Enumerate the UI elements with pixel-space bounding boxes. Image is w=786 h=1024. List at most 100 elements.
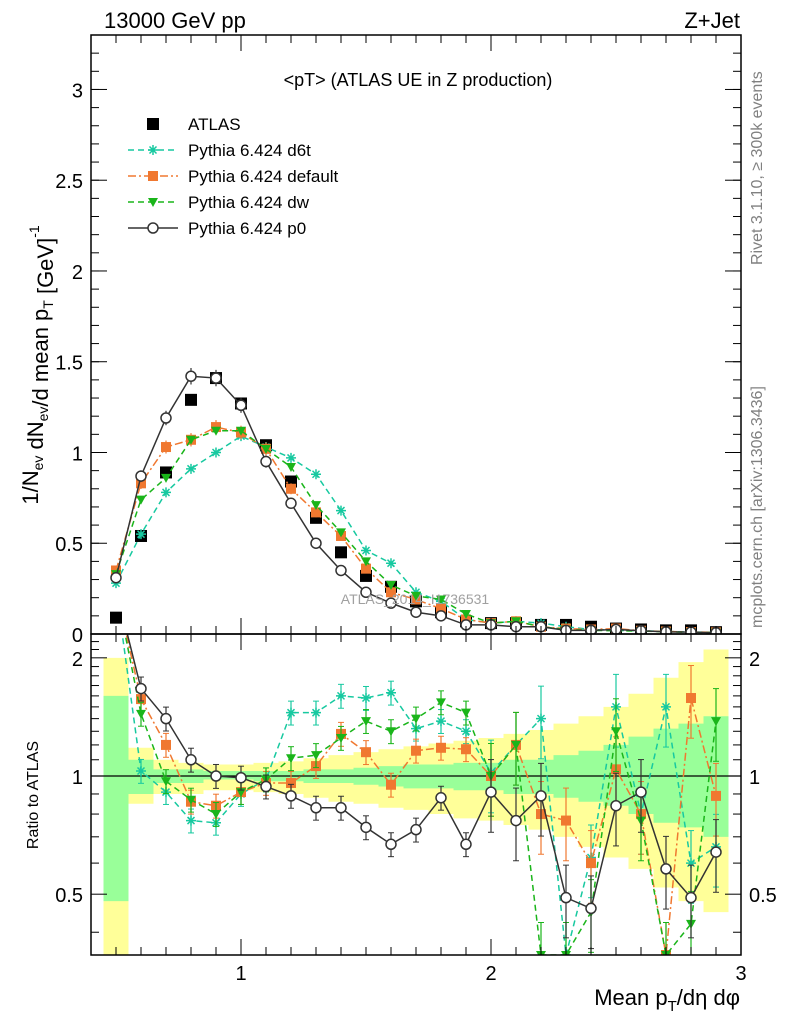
ratio-x-tick-label: 2 — [485, 963, 496, 985]
ratio-point-pythia-6-424-p0 — [610, 799, 622, 812]
legend-marker-pythia-6-424-p0 — [147, 222, 159, 234]
ratio-point-pythia-6-424-dw — [161, 777, 171, 787]
ratio-point-pythia-6-424-p0 — [435, 792, 447, 804]
main-y-tick-label: 1.5 — [55, 353, 83, 375]
ratio-point-pythia-6-424-d6t — [186, 815, 196, 826]
data-point-pythia-6-424-d6t — [361, 545, 371, 556]
data-point-pythia-6-424-dw — [336, 528, 346, 538]
ratio-x-axis-label-part: Mean p — [594, 985, 667, 1010]
main-axes: 0 0.5 1 1.5 2 2.5 3 — [55, 34, 742, 647]
ratio-point-pythia-6-424-p0 — [585, 902, 597, 915]
ratio-point-pythia-6-424-p0 — [360, 821, 372, 834]
ratio-series-layer — [121, 634, 722, 955]
data-point-pythia-6-424-p0 — [410, 606, 422, 618]
data-point-pythia-6-424-default — [136, 478, 146, 489]
data-point-pythia-6-424-d6t — [286, 452, 296, 463]
data-point-pythia-6-424-dw — [436, 595, 446, 605]
ratio-panel: 0.5 0.5 1 1 2 2 1 2 3 Ratio to ATLAS Mean pT/dη … — [25, 633, 777, 1015]
data-point-pythia-6-424-p0 — [435, 610, 447, 622]
main-y-tick-label: 3 — [72, 80, 83, 102]
ratio-point-pythia-6-424-p0 — [510, 814, 522, 827]
ratio-point-pythia-6-424-d6t — [686, 858, 696, 869]
main-y-axis-label: 1/Nev dNev/d mean pT [GeV]-1 — [18, 225, 58, 505]
header-right-label: Z+Jet — [684, 8, 740, 33]
ratio-point-pythia-6-424-default — [161, 739, 171, 750]
ratio-syst-band — [103, 649, 729, 955]
ratio-point-pythia-6-424-p0 — [160, 712, 172, 725]
data-point-pythia-6-424-p0 — [235, 399, 247, 412]
data-point-pythia-6-424-dw — [311, 501, 321, 511]
data-point-pythia-6-424-d6t — [186, 463, 196, 474]
data-point-pythia-6-424-d6t — [386, 558, 396, 569]
ratio-point-pythia-6-424-d6t — [536, 713, 546, 724]
ratio-y-tick-label-right: 1 — [749, 767, 760, 789]
main-y-tick-label: 2 — [72, 262, 83, 284]
rivet-version-label: Rivet 3.1.10, ≥ 300k events — [749, 71, 766, 265]
legend-label-pythia-6-424-default: Pythia 6.424 default — [188, 167, 339, 186]
ratio-point-pythia-6-424-p0 — [410, 823, 422, 836]
data-point-pythia-6-424-default — [386, 587, 396, 598]
legend-label-pythia-6-424-dw: Pythia 6.424 dw — [188, 193, 310, 212]
ratio-point-pythia-6-424-default — [386, 779, 396, 790]
ratio-frame — [90, 633, 742, 956]
data-point-pythia-6-424-p0 — [160, 412, 172, 424]
data-point-pythia-6-424-default — [311, 507, 321, 518]
ratio-x-axis-label-part: /dη dφ — [677, 985, 740, 1010]
data-point-pythia-6-424-p0 — [285, 497, 297, 510]
ratio-point-pythia-6-424-dw — [511, 740, 521, 750]
ratio-point-pythia-6-424-d6t — [336, 690, 346, 701]
data-point-atlas — [335, 546, 347, 559]
ratio-point-pythia-6-424-p0 — [185, 754, 197, 766]
ratio-axes: 0.5 0.5 1 1 2 2 1 2 3 — [55, 634, 777, 985]
data-point-pythia-6-424-d6t — [136, 529, 146, 540]
ratio-point-pythia-6-424-p0 — [235, 771, 247, 784]
data-point-pythia-6-424-dw — [361, 557, 371, 567]
data-point-pythia-6-424-dw — [386, 580, 396, 590]
main-y-axis-title: 1/Nev dNev/d mean pT [GeV]-1 — [18, 225, 58, 505]
legend-marker-pythia-6-424-d6t — [148, 145, 158, 155]
data-point-pythia-6-424-dw — [411, 591, 421, 601]
ratio-point-pythia-6-424-p0 — [310, 802, 322, 814]
main-y-tick-label: 0 — [72, 625, 83, 647]
data-point-pythia-6-424-dw — [186, 435, 196, 445]
data-point-pythia-6-424-p0 — [335, 564, 347, 577]
main-y-tick-label: 1 — [72, 443, 83, 465]
ratio-stat-band — [103, 695, 729, 902]
main-y-axis-label-part: -1 — [26, 225, 42, 238]
ratio-point-pythia-6-424-dw — [411, 714, 421, 724]
ratio-point-pythia-6-424-default — [436, 742, 446, 753]
ratio-point-pythia-6-424-dw — [336, 733, 346, 743]
ratio-point-pythia-6-424-default — [686, 693, 696, 704]
data-point-pythia-6-424-dw — [136, 495, 146, 505]
data-point-pythia-6-424-p0 — [185, 370, 197, 382]
ratio-point-pythia-6-424-dw — [711, 717, 721, 727]
legend-marker-pythia-6-424-default — [148, 171, 158, 181]
watermark-label: ATLAS_2014_I1736531 — [341, 591, 490, 607]
ratio-point-pythia-6-424-default — [586, 858, 596, 869]
data-point-pythia-6-424-default — [286, 483, 296, 494]
main-series-layer — [110, 367, 722, 634]
ratio-point-pythia-6-424-default — [711, 790, 721, 801]
main-y-axis-label-part: dN — [23, 421, 48, 455]
data-point-pythia-6-424-dw — [211, 426, 221, 436]
ratio-point-pythia-6-424-default — [561, 815, 571, 826]
main-y-axis-label-part: ev — [35, 407, 51, 422]
ratio-point-pythia-6-424-dw — [436, 698, 446, 708]
ratio-point-pythia-6-424-dw — [186, 795, 196, 805]
header-left-label: 13000 GeV pp — [104, 8, 246, 33]
legend-marker-atlas — [147, 118, 159, 130]
ratio-x-axis-label-part: T — [668, 998, 677, 1015]
ratio-point-pythia-6-424-dw — [211, 810, 221, 820]
ratio-point-pythia-6-424-d6t — [361, 693, 371, 704]
data-point-pythia-6-424-dw — [286, 463, 296, 473]
ratio-point-pythia-6-424-d6t — [461, 726, 471, 737]
main-y-axis-label-part: [GeV] — [33, 238, 58, 300]
data-point-pythia-6-424-d6t — [311, 469, 321, 480]
ratio-point-pythia-6-424-p0 — [485, 786, 497, 798]
ratio-x-tick-label: 1 — [235, 963, 246, 985]
main-title: <pT> (ATLAS UE in Z production) — [284, 70, 553, 90]
data-point-pythia-6-424-p0 — [360, 586, 372, 599]
data-point-atlas — [110, 611, 122, 624]
ratio-y-tick-label-left: 0.5 — [55, 885, 83, 907]
